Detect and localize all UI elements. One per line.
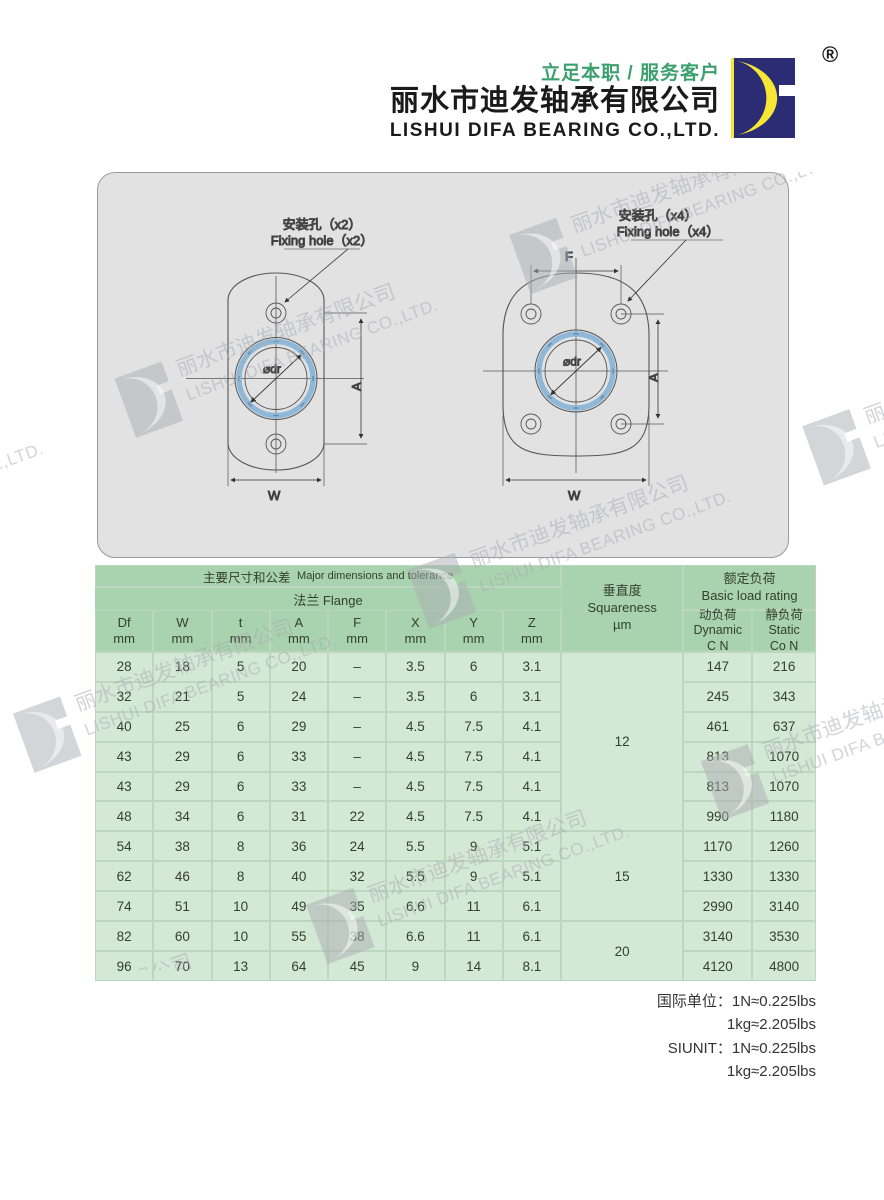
svg-text:A: A xyxy=(646,373,661,382)
svg-text:W: W xyxy=(568,488,581,503)
svg-text:⌀dr: ⌀dr xyxy=(263,362,281,376)
svg-text:安装孔（x2）: 安装孔（x2） xyxy=(283,217,362,232)
svg-text:安装孔（x4）: 安装孔（x4） xyxy=(619,208,698,223)
svg-text:⌀dr: ⌀dr xyxy=(563,355,581,369)
svg-text:F: F xyxy=(565,249,573,264)
svg-text:Fixing hole（x4）: Fixing hole（x4） xyxy=(617,224,720,239)
svg-text:A: A xyxy=(349,382,364,391)
svg-text:Fixing hole（x2）: Fixing hole（x2） xyxy=(271,233,374,248)
svg-text:W: W xyxy=(268,488,281,503)
